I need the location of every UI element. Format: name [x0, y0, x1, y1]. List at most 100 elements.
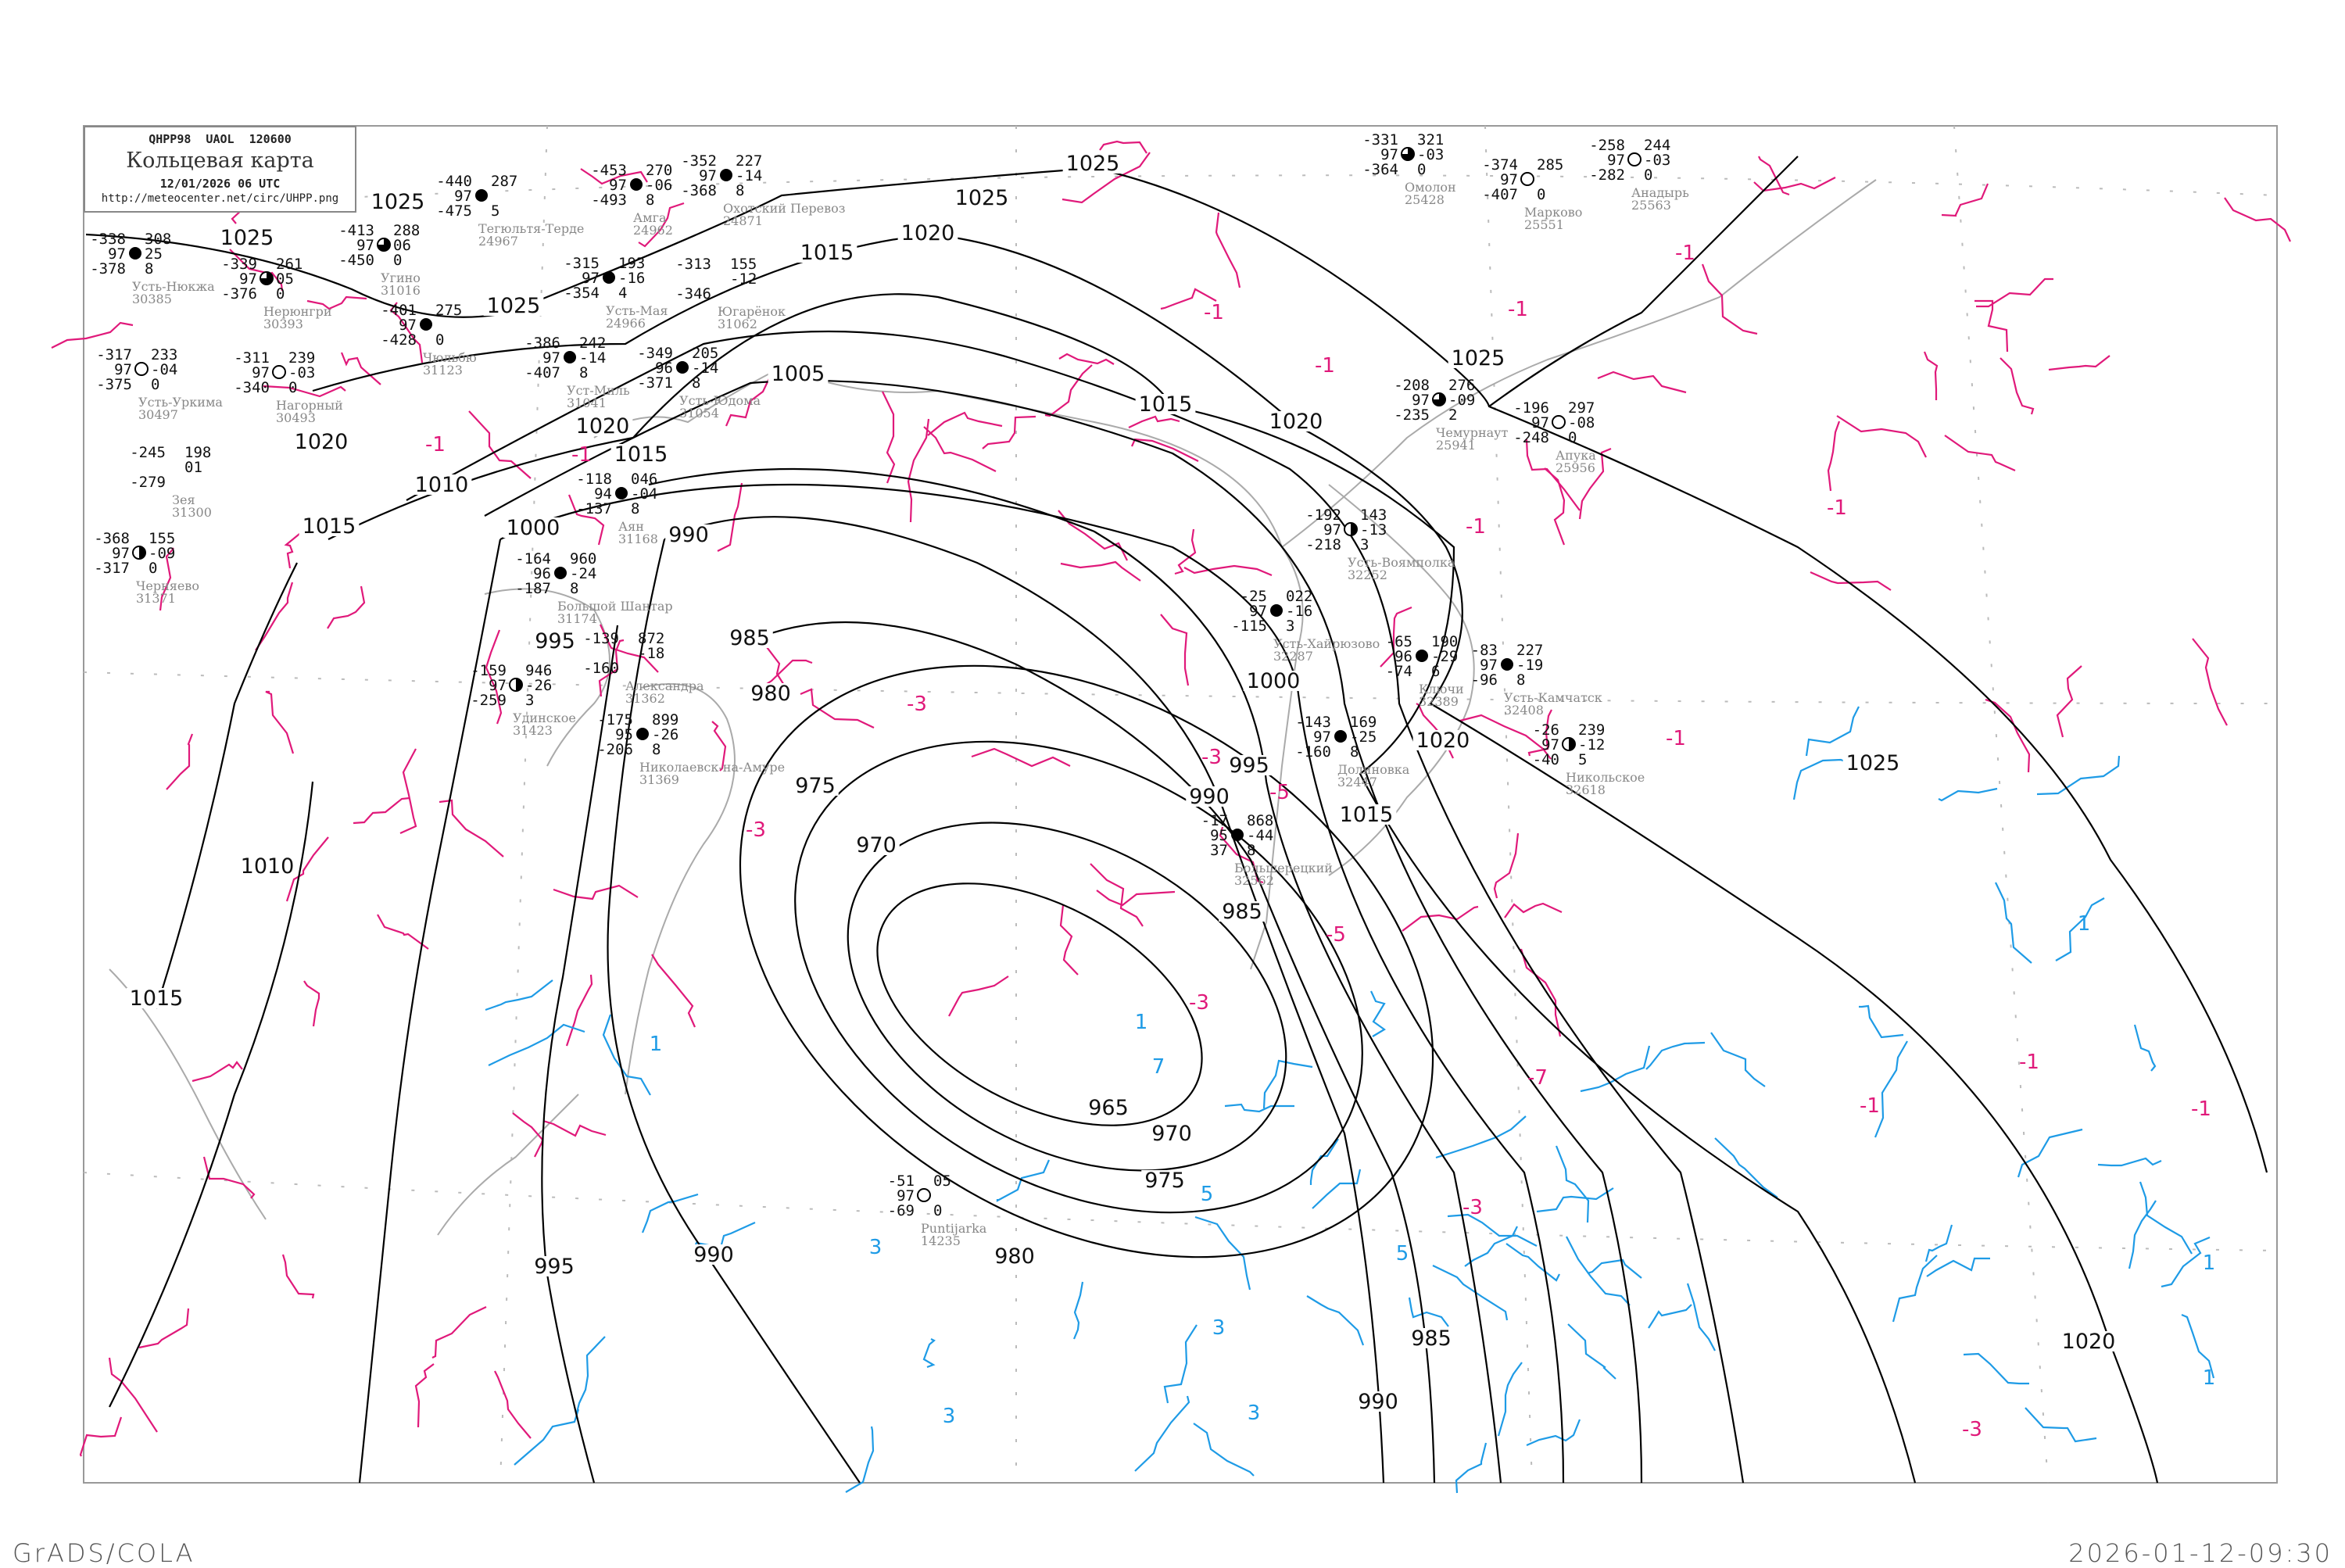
isobar-1025: [85, 166, 2268, 1173]
isobar-label: 1025: [955, 186, 1009, 210]
negative-isotherm: [468, 410, 532, 479]
station-p: 198: [184, 444, 211, 461]
station-td: -364: [1362, 161, 1398, 178]
negative-isotherm: [485, 629, 503, 725]
station-ww: 97: [1541, 736, 1559, 754]
isobar-label-group: 1025: [1448, 346, 1509, 371]
station-td: -282: [1589, 166, 1625, 184]
station-p: 288: [393, 222, 420, 239]
station-n: 2: [1448, 406, 1457, 424]
station-name: Большерецкий: [1234, 861, 1333, 875]
station-id: 30497: [138, 407, 178, 422]
negative-isotherm: [399, 748, 417, 835]
station-id: 31123: [423, 363, 463, 378]
station-name: Апука: [1556, 448, 1596, 463]
isobar-label: 1000: [1247, 669, 1301, 693]
station-tend: -09: [1448, 392, 1475, 409]
station-id: 32389: [1419, 694, 1459, 709]
station-tend: -25: [1350, 729, 1377, 746]
negative-isotherm: [1701, 263, 1758, 335]
station-id: 14235: [921, 1233, 961, 1248]
isobar-label: 990: [1189, 785, 1230, 809]
station-p: 287: [491, 173, 517, 190]
station-ww: 97: [1313, 729, 1331, 746]
cloud-fill: [1569, 738, 1575, 750]
negative-isotherm: [1758, 156, 1790, 196]
negative-isotherm: [79, 1416, 123, 1457]
station-p: 046: [631, 471, 657, 488]
negative-isotherm: [1160, 614, 1190, 686]
station-n: 4: [618, 285, 627, 302]
negative-isotherm: [389, 302, 424, 363]
negative-isotherm: [1058, 353, 1115, 365]
positive-isotherm-label: 1: [2203, 1366, 2216, 1390]
station-td: -371: [637, 374, 673, 392]
negative-isotherm: [638, 202, 685, 248]
station-tend: -26: [652, 726, 678, 743]
isobar-label: 970: [1151, 1122, 1192, 1146]
isobar-label: 995: [534, 1255, 575, 1279]
isobar-label-group: 1015: [797, 241, 857, 265]
negative-isotherm: [2056, 665, 2082, 738]
cloud-fill: [378, 238, 390, 251]
isobar-label-group: 1015: [1135, 392, 1196, 417]
negative-isotherm: [327, 585, 366, 629]
negative-isotherm: [923, 426, 997, 472]
source-url[interactable]: http://meteocenter.net/circ/UHPP.png: [101, 192, 339, 205]
station-p: 193: [618, 255, 645, 272]
positive-isotherm: [1408, 1297, 1449, 1327]
station-td: -96: [1471, 671, 1498, 689]
isobar-label: 1020: [901, 221, 955, 245]
station-t: -258: [1589, 137, 1625, 154]
positive-isotherm: [1926, 1257, 1990, 1277]
station-n: 0: [149, 560, 157, 577]
station-td: -160: [1295, 743, 1331, 761]
isobar-label: 990: [693, 1243, 734, 1267]
isobar-label-bg: [1148, 1123, 1195, 1144]
station-n: 8: [1350, 743, 1359, 761]
negative-isotherm: [303, 980, 320, 1027]
negative-isotherm-label: -3: [1462, 1196, 1483, 1219]
negative-isotherm: [2224, 197, 2291, 242]
station-tend: -08: [1568, 414, 1595, 431]
station-p: 05: [933, 1172, 951, 1190]
station-tend: 25: [145, 245, 163, 263]
positive-isotherm: [485, 979, 553, 1011]
station-p: 275: [435, 302, 462, 319]
positive-isotherm: [2133, 1024, 2157, 1072]
positive-isotherm: [1262, 1059, 1313, 1109]
